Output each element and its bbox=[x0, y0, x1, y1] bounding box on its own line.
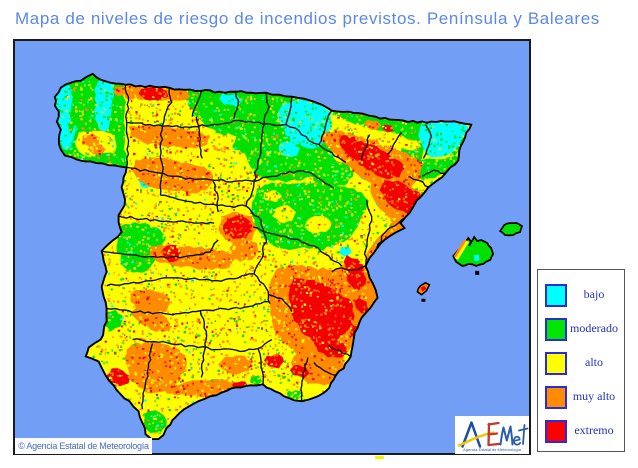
svg-text:Agencia Estatal de Meteorologí: Agencia Estatal de Meteorología bbox=[463, 447, 522, 452]
